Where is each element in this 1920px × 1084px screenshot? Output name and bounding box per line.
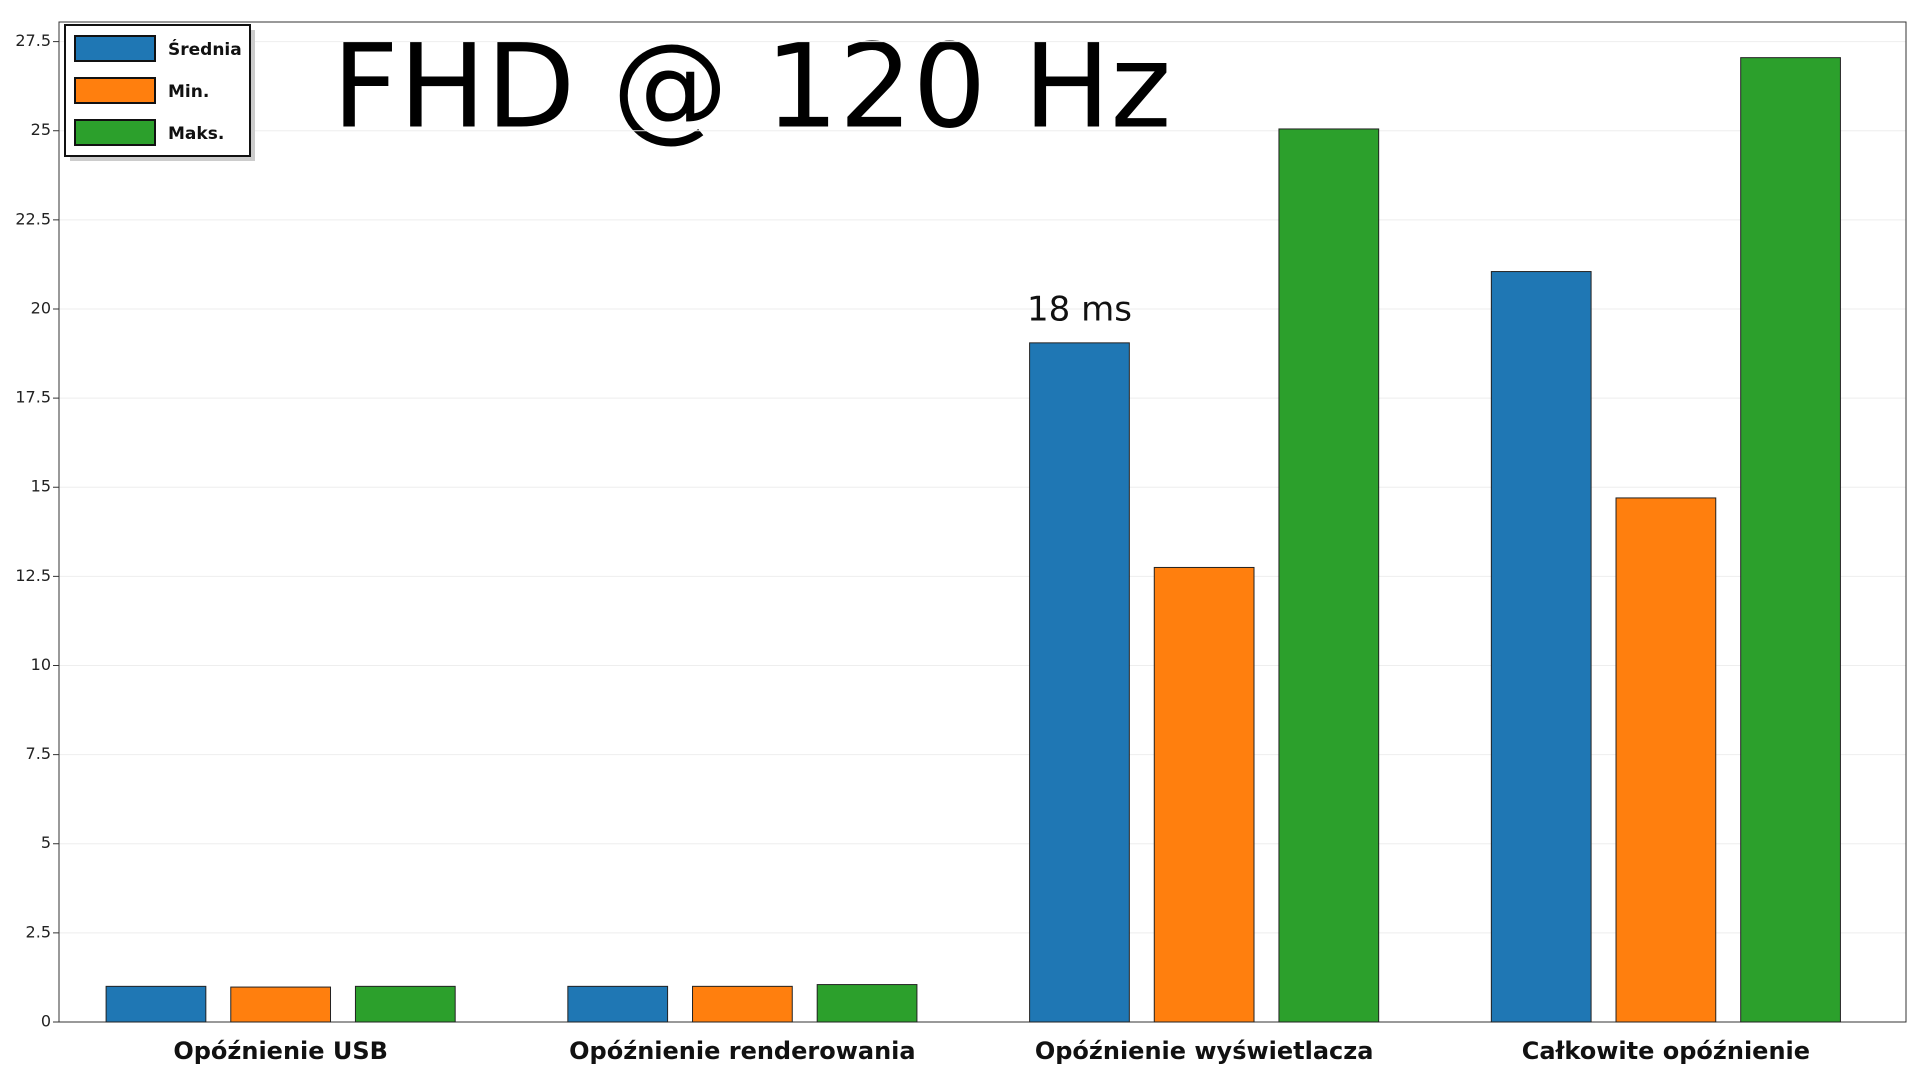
bar bbox=[1490, 271, 1592, 1023]
legend-swatch bbox=[74, 119, 156, 146]
bar bbox=[105, 985, 207, 1023]
x-tick-label: Opóźnienie renderowania bbox=[569, 1037, 915, 1065]
bar bbox=[816, 984, 918, 1023]
y-tick-label: 0 bbox=[41, 1012, 51, 1031]
x-tick-label: Opóźnienie USB bbox=[173, 1037, 388, 1065]
x-tick-label: Całkowite opóźnienie bbox=[1522, 1037, 1810, 1065]
bar bbox=[1029, 342, 1130, 1023]
legend-label: Maks. bbox=[168, 124, 224, 144]
y-tick-label: 7.5 bbox=[26, 744, 51, 763]
y-tick-label: 22.5 bbox=[15, 209, 51, 228]
x-tick-label: Opóźnienie wyświetlacza bbox=[1035, 1037, 1374, 1065]
chart-title: FHD @ 120 Hz bbox=[332, 20, 1171, 155]
y-tick-label: 20 bbox=[31, 298, 51, 317]
y-tick-label: 27.5 bbox=[15, 31, 51, 50]
y-tick-label: 17.5 bbox=[15, 388, 51, 407]
y-tick-label: 12.5 bbox=[15, 566, 51, 585]
bar bbox=[1153, 566, 1255, 1023]
bar bbox=[230, 986, 332, 1023]
bar bbox=[1278, 128, 1380, 1023]
bar bbox=[567, 985, 669, 1023]
bar bbox=[354, 985, 456, 1023]
legend-swatch bbox=[74, 35, 156, 62]
annotation: 18 ms bbox=[1027, 289, 1132, 329]
y-tick-label: 25 bbox=[31, 120, 51, 139]
plot-frame bbox=[58, 21, 1907, 1023]
y-tick-label: 15 bbox=[31, 477, 51, 496]
bar bbox=[1740, 57, 1841, 1023]
y-tick-label: 10 bbox=[31, 655, 51, 674]
legend-label: Min. bbox=[168, 82, 209, 102]
bar bbox=[1615, 497, 1717, 1023]
bar bbox=[692, 985, 793, 1023]
legend-swatch bbox=[74, 77, 156, 104]
legend-label: Średnia bbox=[168, 38, 242, 60]
y-tick-label: 2.5 bbox=[26, 922, 51, 941]
legend: Średnia Min. Maks. bbox=[64, 24, 255, 161]
y-tick-label: 5 bbox=[41, 833, 51, 852]
